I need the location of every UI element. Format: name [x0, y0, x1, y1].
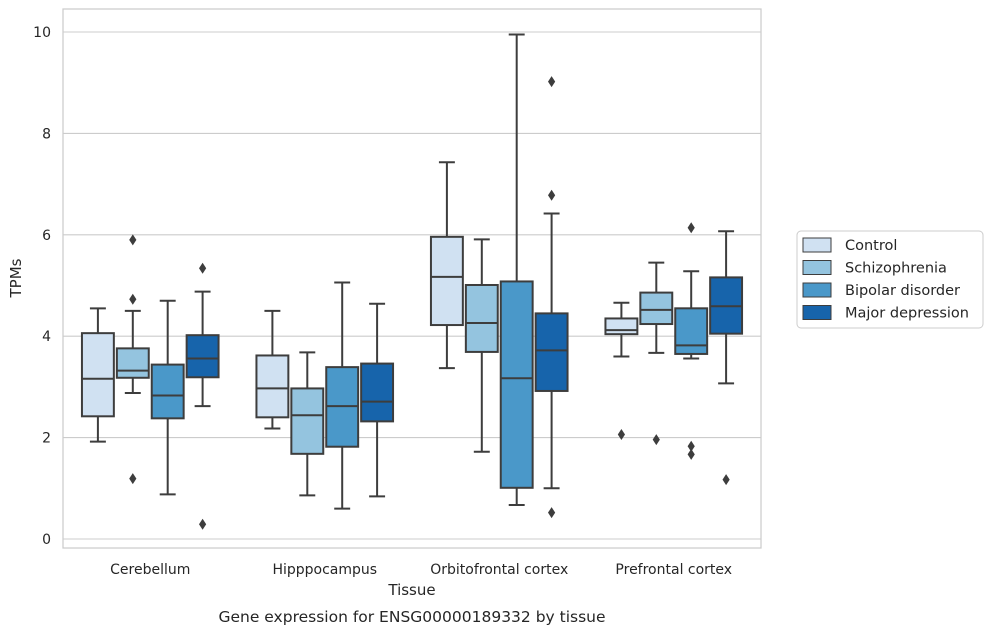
chart-caption: Gene expression for ENSG00000189332 by t…	[218, 608, 605, 626]
box-schizophrenia	[290, 351, 325, 497]
box-major-depression	[709, 230, 744, 486]
legend-label: Bipolar disorder	[845, 283, 960, 299]
outlier-point	[548, 76, 556, 88]
box-iqr	[674, 307, 709, 355]
box-major-depression	[360, 302, 395, 498]
y-axis-label: TPMs	[7, 258, 25, 298]
box-iqr	[150, 363, 185, 420]
plot-area-frame	[62, 8, 762, 549]
legend-label: Major depression	[845, 306, 969, 322]
box-schizophrenia	[115, 234, 150, 485]
box-major-depression	[185, 262, 220, 530]
x-axis-label: Tissue	[387, 581, 435, 599]
outlier-point	[199, 518, 207, 530]
outlier-point	[687, 222, 695, 234]
box-bipolar-disorder	[499, 33, 534, 507]
box-plot-series	[80, 33, 744, 530]
x-axis-ticks: Cerebellum Hipppocampus Orbitofrontal cort…	[110, 562, 732, 578]
legend-label: Control	[845, 238, 897, 254]
outlier-point	[199, 262, 207, 274]
box-iqr	[499, 280, 534, 489]
box-iqr	[255, 354, 290, 419]
outlier-point	[548, 507, 556, 519]
box-iqr	[290, 387, 325, 455]
outlier-point	[687, 448, 695, 460]
legend-swatch	[802, 282, 832, 298]
x-tick-label: Hipppocampus	[272, 562, 377, 578]
box-control	[604, 301, 639, 441]
box-control	[255, 309, 290, 430]
outlier-point	[617, 429, 625, 441]
box-control	[80, 307, 115, 443]
y-tick-label: 10	[33, 25, 51, 41]
outlier-point	[722, 474, 730, 486]
box-bipolar-disorder	[325, 281, 360, 510]
box-bipolar-disorder	[674, 222, 709, 460]
chart-legend: Control Schizophrenia Bipolar disorder Majo…	[796, 230, 984, 329]
box-iqr	[115, 347, 150, 379]
y-gridlines	[63, 31, 761, 540]
box-schizophrenia	[639, 261, 674, 446]
outlier-point	[129, 234, 137, 246]
y-axis-ticks: 0 2 4 6 8 10	[33, 25, 51, 548]
y-tick-label: 0	[42, 532, 51, 548]
box-iqr	[80, 332, 115, 418]
box-iqr	[464, 283, 499, 353]
legend-swatch	[802, 260, 832, 275]
outlier-point	[129, 473, 137, 485]
x-tick-label: Orbitofrontal cortex	[430, 562, 568, 578]
box-iqr	[360, 362, 395, 423]
legend-frame	[796, 230, 984, 329]
outlier-point	[652, 434, 660, 446]
box-control	[429, 161, 464, 370]
y-tick-label: 2	[42, 431, 51, 447]
box-iqr	[429, 235, 464, 327]
y-tick-label: 6	[42, 228, 51, 244]
outlier-point	[129, 293, 137, 305]
box-bipolar-disorder	[150, 299, 185, 496]
x-tick-label: Cerebellum	[110, 562, 190, 578]
box-iqr	[639, 291, 674, 326]
legend-swatch	[802, 237, 832, 253]
outlier-point	[687, 440, 695, 452]
box-schizophrenia	[464, 238, 499, 453]
x-tick-label: Prefrontal cortex	[615, 562, 732, 578]
outlier-point	[548, 189, 556, 201]
legend-label: Schizophrenia	[845, 261, 947, 277]
box-iqr	[534, 312, 569, 392]
box-iqr	[185, 334, 220, 379]
box-major-depression	[534, 76, 569, 519]
legend-swatch	[802, 305, 832, 320]
y-tick-label: 4	[42, 329, 51, 345]
y-tick-label: 8	[42, 126, 51, 142]
box-iqr	[604, 317, 639, 336]
